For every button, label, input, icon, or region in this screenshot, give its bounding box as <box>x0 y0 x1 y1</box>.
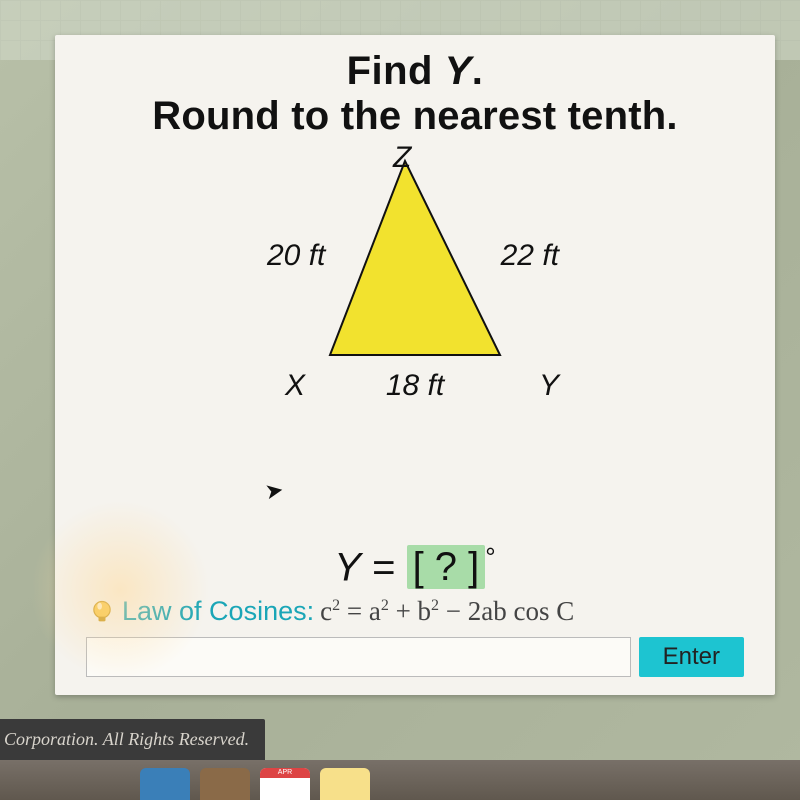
dock-calendar-icon[interactable]: APR <box>260 768 310 800</box>
answer-input-row: Enter <box>80 637 750 677</box>
answer-placeholder-box[interactable]: [ ? ] <box>407 545 486 589</box>
dock-notes-icon[interactable] <box>320 768 370 800</box>
hint-label: Law of Cosines: <box>122 596 314 627</box>
answer-var: Y <box>334 545 361 589</box>
vertex-label-x: X <box>285 369 305 403</box>
hint-formula: c2 = a2 + b2 − 2ab cos C <box>320 596 574 627</box>
prompt-line1-var: Y <box>445 49 472 93</box>
answer-equals: = <box>361 545 407 589</box>
side-label-right: 22 ft <box>501 239 559 273</box>
answer-template: Y = [ ? ]° <box>80 542 750 590</box>
vertex-label-z: Z <box>393 141 411 175</box>
dock-calendar-month: APR <box>260 768 310 778</box>
enter-button[interactable]: Enter <box>639 637 744 677</box>
answer-degree: ° <box>485 542 495 572</box>
side-label-left: 20 ft <box>267 239 325 273</box>
prompt-line2: Round to the nearest tenth. <box>80 94 750 139</box>
problem-card: Find Y. Round to the nearest tenth. Z 20… <box>55 35 775 695</box>
copyright-footer: Corporation. All Rights Reserved. <box>0 719 265 760</box>
prompt-line1-suffix: . <box>472 49 484 93</box>
vertex-label-y: Y <box>539 369 559 403</box>
triangle-svg <box>300 155 530 365</box>
hint-row: Law of Cosines: c2 = a2 + b2 − 2ab cos C <box>80 596 750 627</box>
prompt-line1-prefix: Find <box>347 49 445 93</box>
macos-dock[interactable]: APR <box>0 760 800 800</box>
dock-app-icon[interactable] <box>200 768 250 800</box>
triangle-diagram: Z 20 ft 22 ft X 18 ft Y <box>205 149 625 546</box>
lightbulb-icon <box>88 598 116 626</box>
answer-input[interactable] <box>86 637 631 677</box>
dock-app-icon[interactable] <box>140 768 190 800</box>
side-label-bottom: 18 ft <box>386 369 444 403</box>
prompt-heading: Find Y. Round to the nearest tenth. <box>80 49 750 139</box>
